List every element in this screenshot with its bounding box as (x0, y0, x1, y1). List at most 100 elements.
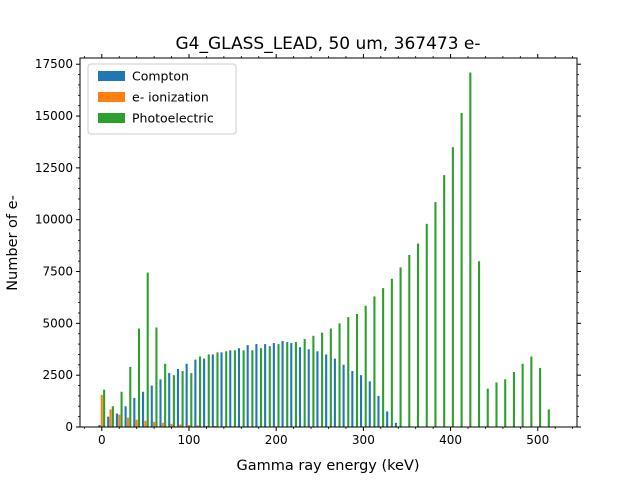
bar-compton (307, 349, 310, 427)
bar-compton (272, 343, 275, 427)
legend-label-compton: Compton (132, 69, 189, 84)
bar-photoelectric (268, 346, 271, 427)
bar-photoelectric (460, 112, 463, 427)
bar-compton (264, 344, 267, 427)
bar-compton (142, 391, 145, 427)
bar-photoelectric (321, 332, 324, 427)
x-tick-label: 100 (178, 433, 201, 447)
bar-photoelectric (190, 373, 193, 427)
bar-photoelectric (155, 327, 158, 427)
bar-photoelectric (303, 338, 306, 427)
bar-compton (386, 411, 389, 427)
x-tick-label: 500 (526, 433, 549, 447)
bar-compton (237, 348, 241, 427)
bar-e-ionization (179, 424, 182, 427)
x-tick-label: 0 (98, 433, 106, 447)
y-tick-label: 2500 (42, 368, 73, 382)
bar-photoelectric (338, 323, 341, 427)
y-tick-label: 15000 (35, 109, 73, 123)
y-tick-label: 0 (65, 420, 73, 434)
x-tick-label: 400 (439, 433, 462, 447)
bar-photoelectric (111, 406, 114, 427)
bar-photoelectric (233, 350, 236, 427)
legend-swatch-compton (98, 71, 125, 81)
bar-photoelectric (364, 305, 367, 427)
chart-title: G4_GLASS_LEAD, 50 um, 367473 e- (175, 34, 480, 54)
bar-photoelectric (103, 389, 106, 427)
bar-compton (351, 371, 354, 427)
bar-compton (394, 422, 397, 427)
y-tick-label: 12500 (35, 161, 73, 175)
y-tick-label: 17500 (35, 57, 73, 71)
y-tick-label: 10000 (35, 213, 73, 227)
bar-photoelectric (434, 202, 437, 427)
bar-photoelectric (129, 366, 132, 427)
bar-e-ionization (214, 425, 217, 427)
bar-photoelectric (390, 278, 393, 427)
x-tick-label: 300 (352, 433, 375, 447)
bar-photoelectric (164, 363, 167, 427)
bar-photoelectric (172, 375, 175, 427)
bar-e-ionization (170, 423, 173, 427)
bar-e-ionization (187, 424, 191, 427)
bar-compton (185, 363, 188, 427)
bar-photoelectric (547, 409, 550, 427)
bar-e-ionization (161, 422, 164, 427)
bar-photoelectric (451, 147, 454, 427)
bar-compton (159, 379, 162, 427)
y-tick-label: 7500 (42, 265, 73, 279)
bar-photoelectric (408, 254, 411, 427)
bar-compton (168, 373, 171, 427)
y-axis-title: Number of e- (5, 195, 21, 291)
legend: Compton e- ionization Photoelectric (87, 63, 237, 135)
legend-label-e-ionization: e- ionization (132, 90, 209, 105)
legend-swatch-photoelectric (98, 113, 125, 123)
bar-compton (203, 358, 206, 427)
bar-e-ionization (126, 417, 129, 427)
bar-photoelectric (137, 328, 141, 427)
bar-compton (124, 406, 127, 427)
bar-photoelectric (478, 261, 481, 427)
bar-photoelectric (207, 354, 210, 427)
bar-photoelectric (286, 342, 289, 427)
bar-photoelectric (382, 288, 385, 427)
bar-compton (290, 343, 293, 427)
bar-compton (107, 416, 110, 427)
x-tick-label: 200 (265, 433, 288, 447)
bar-compton (115, 413, 118, 427)
bar-e-ionization (144, 420, 147, 427)
legend-label-photoelectric: Photoelectric (132, 111, 214, 126)
bar-photoelectric (495, 382, 498, 427)
bar-photoelectric (512, 372, 515, 427)
bar-compton (360, 375, 363, 427)
x-axis-title: Gamma ray energy (keV) (236, 458, 419, 474)
bar-compton (333, 358, 336, 427)
bar-photoelectric (425, 223, 428, 427)
bar-photoelectric (504, 379, 507, 427)
bar-photoelectric (146, 272, 149, 427)
bar-compton (211, 354, 214, 427)
bar-photoelectric (469, 72, 472, 427)
bar-compton (220, 352, 223, 427)
bar-compton (150, 385, 153, 427)
bar-photoelectric (216, 352, 219, 427)
bar-compton (342, 364, 345, 427)
bar-photoelectric (225, 351, 228, 427)
bar-compton (246, 345, 249, 427)
axes-layer: 0 100 200 300 400 500025005000750010000125001… (35, 54, 581, 447)
bar-photoelectric (277, 344, 280, 427)
bar-photoelectric (329, 328, 332, 427)
bar-compton (298, 347, 302, 427)
bar-photoelectric (242, 350, 245, 427)
bar-compton (133, 397, 136, 427)
bar-compton (325, 354, 328, 427)
bar-compton (194, 359, 197, 427)
bar-photoelectric (312, 335, 315, 427)
bar-photoelectric (347, 317, 350, 427)
bar-photoelectric (181, 371, 184, 427)
bar-photoelectric (355, 314, 359, 427)
bar-compton (229, 350, 232, 427)
bar-photoelectric (530, 356, 533, 427)
bar-photoelectric (251, 350, 254, 427)
bar-e-ionization (205, 425, 208, 427)
